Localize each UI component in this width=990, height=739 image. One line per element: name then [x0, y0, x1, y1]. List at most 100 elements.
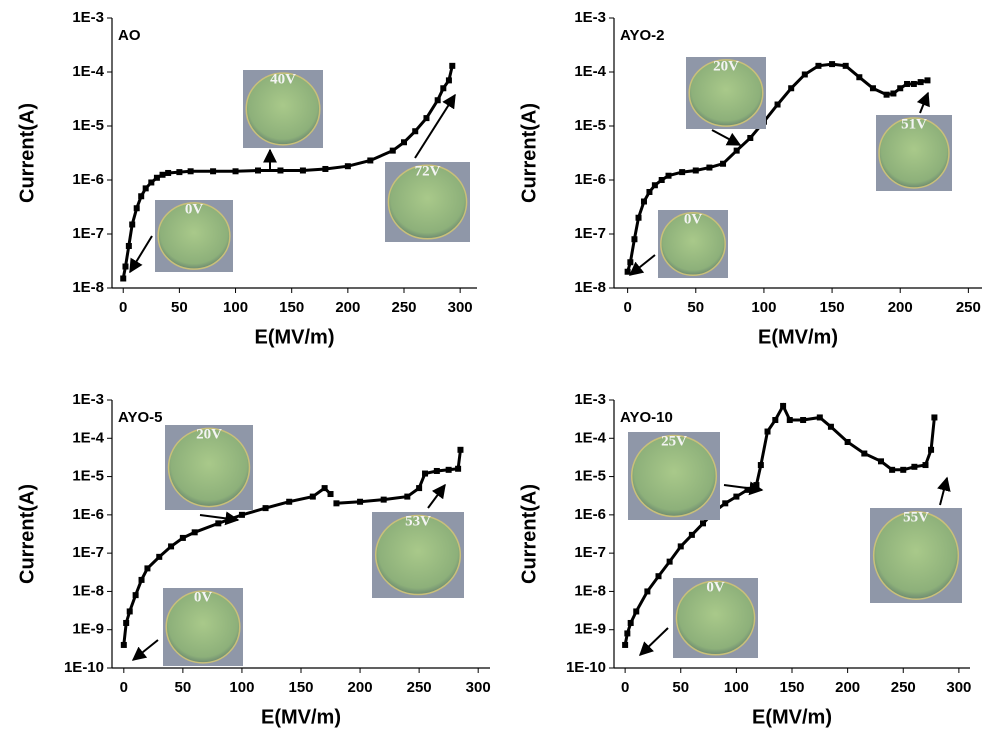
data-point: [900, 466, 907, 473]
x-tick-label: 200: [888, 299, 913, 316]
data-point: [922, 462, 929, 469]
data-point: [624, 268, 631, 275]
arrow: [723, 481, 764, 496]
data-point: [844, 438, 851, 445]
photo-label: 0V: [185, 201, 204, 217]
x-tick-label: 150: [820, 299, 845, 316]
y-tick-label: 1E-9: [574, 621, 606, 638]
data-point: [897, 85, 904, 92]
x-tick-label: 100: [223, 299, 248, 316]
data-point: [911, 463, 918, 470]
x-tick-label: 100: [229, 679, 254, 696]
data-point: [910, 80, 917, 87]
data-point: [733, 147, 740, 154]
data-point: [780, 402, 787, 409]
y-tick-label: 1E-7: [574, 544, 606, 561]
panel: 1E-10 1E-9 1E-8 1E-7 1E-6 1E-5 1E-4 1E-3 0 50 100 1…: [518, 391, 971, 728]
y-tick-label: 1E-3: [72, 391, 104, 408]
data-point: [133, 205, 140, 212]
data-point: [138, 576, 145, 583]
data-point: [120, 641, 127, 648]
data-point: [210, 168, 217, 175]
data-point: [720, 160, 727, 167]
data-point: [138, 193, 145, 200]
data-point: [125, 242, 132, 249]
data-point: [651, 182, 658, 189]
y-tick-label: 1E-8: [72, 582, 104, 599]
data-point: [238, 511, 245, 518]
data-point: [309, 493, 316, 500]
x-tick-label: 50: [175, 679, 192, 696]
arrow: [916, 91, 930, 114]
panel: 1E-8 1E-7 1E-6 1E-5 1E-4 1E-3 0 50 100 150 200 250 3…: [16, 9, 477, 348]
x-tick-label: 150: [288, 679, 313, 696]
data-point: [449, 62, 456, 69]
data-point: [722, 500, 729, 507]
arrow: [131, 639, 159, 661]
data-point: [627, 259, 634, 266]
y-tick-label: 1E-9: [72, 621, 104, 638]
x-tick-label: 100: [724, 679, 749, 696]
x-tick-label: 50: [672, 679, 689, 696]
data-point: [816, 414, 823, 421]
data-point: [631, 236, 638, 243]
data-point: [144, 565, 151, 572]
data-point: [644, 588, 651, 595]
y-tick-label: 1E-6: [72, 506, 104, 523]
data-point: [232, 168, 239, 175]
data-point: [457, 446, 464, 453]
data-point: [187, 168, 194, 175]
photo-disc: [872, 511, 960, 600]
panel-title: AYO-10: [620, 409, 673, 426]
data-point: [842, 62, 849, 69]
y-axis-label: Current(A): [16, 484, 38, 584]
data-point: [772, 417, 779, 424]
data-point: [679, 169, 686, 176]
x-tick-label: 50: [687, 299, 704, 316]
x-tick-label: 0: [119, 299, 127, 316]
arrow: [414, 93, 456, 159]
data-point: [422, 470, 429, 477]
y-tick-label: 1E-7: [72, 225, 104, 242]
data-point: [126, 608, 133, 615]
data-point: [706, 164, 713, 171]
data-point: [191, 529, 198, 536]
photo-disc: [167, 427, 251, 508]
photo-label: 0V: [706, 579, 725, 595]
y-axis-label: Current(A): [518, 484, 540, 584]
data-point: [688, 531, 695, 538]
y-tick-label: 1E-5: [72, 468, 104, 485]
y-axis-label: Current(A): [518, 103, 540, 203]
arrow: [628, 254, 656, 276]
data-point: [856, 74, 863, 81]
data-point: [401, 139, 407, 146]
panel-title: AO: [118, 27, 141, 44]
data-point: [389, 147, 396, 154]
data-point: [165, 169, 172, 176]
photo-disc: [374, 514, 462, 596]
data-point: [455, 465, 462, 472]
y-tick-label: 1E-5: [574, 117, 606, 134]
x-tick-label: 0: [623, 299, 631, 316]
data-point: [815, 62, 822, 69]
photo-label: 20V: [713, 58, 739, 74]
data-point: [733, 493, 740, 500]
x-tick-label: 100: [751, 299, 776, 316]
y-tick-label: 1E-5: [72, 117, 104, 134]
data-point: [827, 423, 834, 430]
y-tick-label: 1E-4: [574, 63, 606, 80]
x-tick-label: 150: [779, 679, 804, 696]
photo-label: 55V: [903, 509, 929, 525]
x-tick-label: 0: [621, 679, 629, 696]
y-tick-label: 1E-8: [574, 279, 606, 296]
photo-disc: [675, 580, 756, 656]
data-point: [747, 134, 754, 141]
photo-disc: [157, 202, 231, 270]
arrow: [638, 627, 669, 656]
data-point: [928, 446, 935, 453]
data-point: [153, 174, 160, 181]
arrow: [427, 483, 446, 509]
x-tick-label: 150: [279, 299, 304, 316]
y-tick-label: 1E-3: [574, 391, 606, 408]
